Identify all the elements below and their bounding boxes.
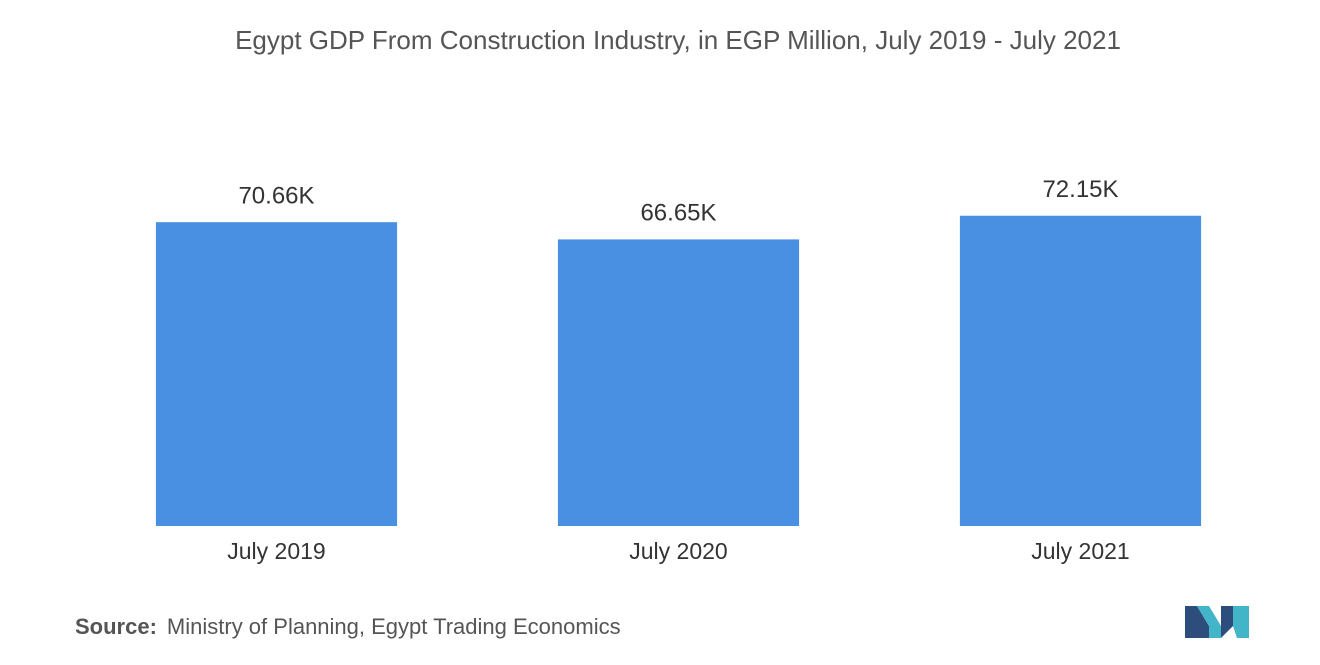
x-tick-label: July 2021 — [1031, 538, 1129, 564]
logo — [1185, 606, 1249, 638]
chart-title: Egypt GDP From Construction Industry, in… — [235, 25, 1121, 55]
source-label: Source: — [75, 614, 157, 639]
source: Source: Ministry of Planning, Egypt Tradi… — [75, 614, 621, 639]
bar — [155, 222, 398, 527]
x-tick-label: July 2020 — [629, 538, 727, 564]
value-label: 72.15K — [1042, 176, 1118, 203]
bar — [959, 215, 1202, 526]
x-tick-label: July 2019 — [227, 538, 325, 564]
value-label: 66.65K — [640, 200, 716, 227]
source-text: Ministry of Planning, Egypt Trading Econ… — [167, 614, 621, 639]
value-label: 70.66K — [238, 183, 314, 210]
bar — [557, 239, 800, 526]
